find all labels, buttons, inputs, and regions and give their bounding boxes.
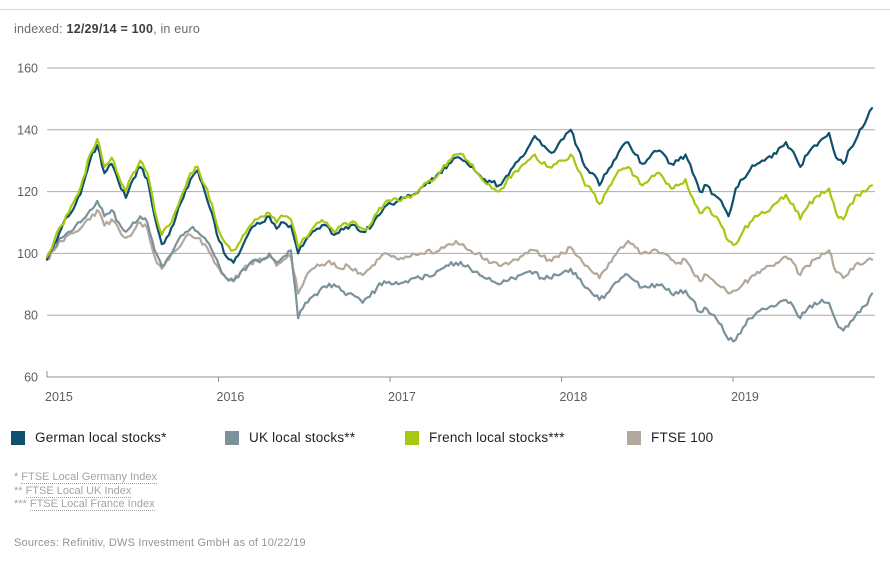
footnote-link-ftse-local-france-index[interactable]: FTSE Local France Index [29,498,155,511]
footnote-marker-uk: ** [14,484,23,497]
x-tick-label-2017: 2017 [388,390,416,404]
x-tick-label-2016: 2016 [217,390,245,404]
footnote-marker-germany: * [14,471,19,483]
y-tick-label-160: 160 [17,62,38,76]
footnote-link-ftse-local-uk-index[interactable]: FTSE Local UK Index [25,484,132,498]
y-tick-label-100: 100 [17,247,38,261]
legend-item-german-local-stocks: German local stocks* [11,430,167,445]
chart-title-suffix: , in euro [153,22,201,36]
legend-item-french-local-stocks: French local stocks*** [405,430,565,445]
y-tick-label-60: 60 [24,371,38,385]
y-tick-label-80: 80 [24,309,38,323]
footnote-france: *** FTSE Local France Index [14,498,157,512]
x-tick-label-2015: 2015 [45,390,73,404]
performance-line-chart: 60 80 100 120 140 160 2015 2016 2017 2018 2019 [17,62,875,404]
chart-legend: German local stocks* UK local stocks** F… [0,430,890,450]
legend-item-ftse-100: FTSE 100 [627,430,713,445]
y-tick-label-120: 120 [17,185,38,199]
footnote-uk: ** FTSE Local UK Index [14,484,157,499]
series-line-german-local-stocks [45,107,874,264]
series-line-uk-local-stocks [45,199,874,343]
legend-label-german: German local stocks* [35,430,167,445]
legend-label-ftse100: FTSE 100 [651,430,714,445]
french-series-swatch [405,430,419,445]
chart-title-prefix: indexed: [14,22,67,36]
ftse100-series-swatch [627,430,641,445]
uk-series-swatch [225,430,239,445]
footnote-link-ftse-local-germany-index[interactable]: FTSE Local Germany Index [21,471,158,484]
x-tick-label-2019: 2019 [731,390,759,404]
series-line-french-local-stocks [45,137,874,258]
footnote-germany: * FTSE Local Germany Index [14,471,158,485]
y-tick-label-140: 140 [17,123,38,137]
legend-label-uk: UK local stocks** [249,430,356,445]
footnote-marker-france: *** [14,498,27,510]
german-series-swatch [11,430,25,445]
sources-line: Sources: Refinitiv, DWS Investment GmbH … [14,537,306,549]
series-line-ftse-100 [45,209,874,295]
x-tick-label-2018: 2018 [560,390,588,404]
legend-label-french: French local stocks*** [429,430,565,445]
footnotes: * FTSE Local Germany Index ** FTSE Local U… [14,471,158,512]
top-divider [0,9,890,10]
chart-title: indexed: 12/29/14 = 100, in euro [14,22,200,36]
chart-title-index-base: 12/29/14 = 100 [66,22,154,36]
legend-item-uk-local-stocks: UK local stocks** [225,430,355,445]
